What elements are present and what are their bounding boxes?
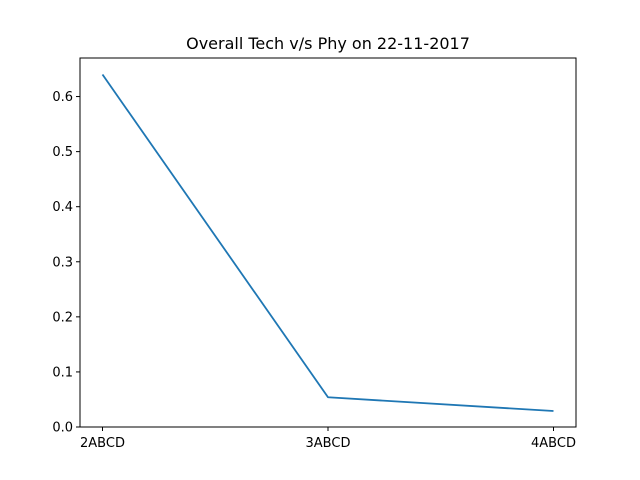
y-tick-label: 0.4 [52,200,73,215]
y-tick-label: 0.1 [52,365,73,380]
y-tick-label: 0.6 [52,90,73,105]
series-line-0 [101,74,554,412]
chart-title: Overall Tech v/s Phy on 22-11-2017 [186,34,470,53]
x-tick-label: 2ABCD [80,436,125,451]
x-tick-label: 3ABCD [306,436,351,451]
y-tick-label: 0.0 [52,421,73,436]
series-layer [101,74,554,412]
ticks-layer: 0.0 0.1 0.2 0.3 0.4 0.5 0.6 2ABCD 3ABCD 4ABCD [52,90,576,451]
x-tick-label: 4ABCD [531,436,576,451]
y-tick-label: 0.5 [52,145,73,160]
y-tick-label: 0.2 [52,310,73,325]
plot-area-frame [79,57,577,428]
y-tick-label: 0.3 [52,255,73,270]
